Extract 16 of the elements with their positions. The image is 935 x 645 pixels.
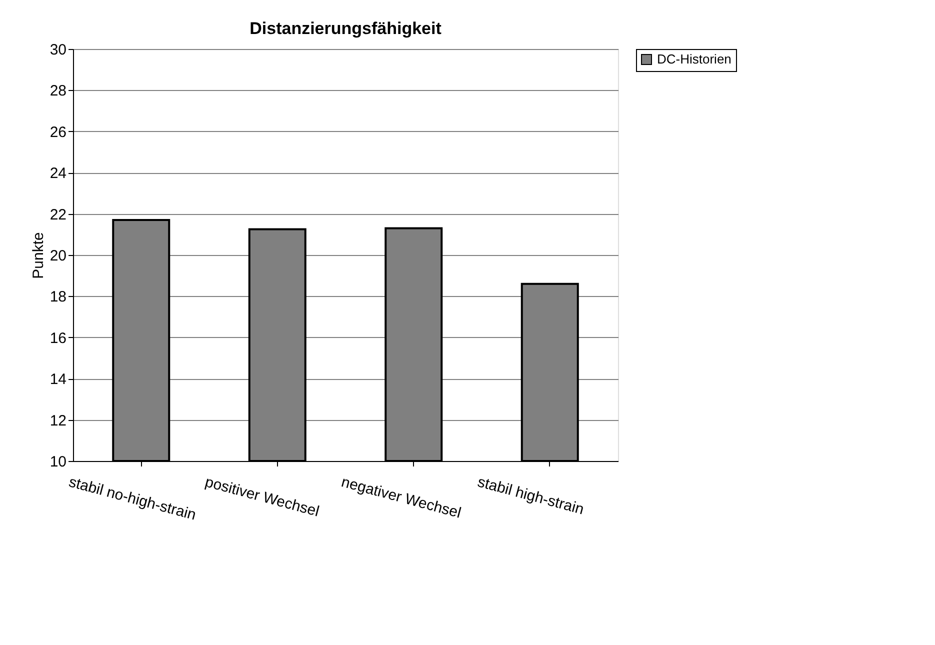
y-tick-label: 30 [50,42,66,58]
x-tick-label: positiver Wechsel [203,474,321,520]
y-tick-label: 12 [50,412,66,430]
y-tick-label: 16 [50,330,66,347]
y-axis-title: Punkte [30,232,47,279]
y-tick-label: 10 [50,454,66,470]
x-tick-label: negativer Wechsel [339,474,463,522]
y-tick-label: 18 [50,288,66,306]
y-tick-label: 22 [50,206,66,224]
y-tick-label: 26 [50,124,66,141]
y-tick-label: 20 [50,248,66,264]
y-tick-label: 24 [50,165,66,182]
y-tick-label: 14 [50,371,66,388]
legend-label: DC-Historien [657,52,732,66]
chart-title: Distanzierungsfähigkeit [250,19,442,38]
y-tick-label: 28 [50,82,66,100]
